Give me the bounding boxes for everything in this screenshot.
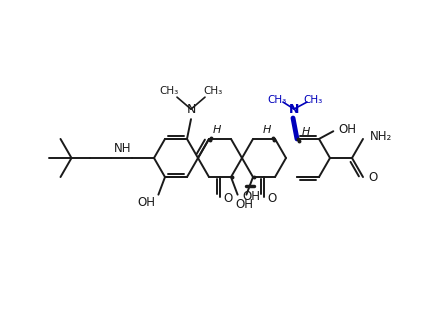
Text: CH₃: CH₃ bbox=[302, 95, 322, 105]
Text: OH: OH bbox=[242, 190, 260, 203]
Text: H: H bbox=[301, 127, 309, 137]
Text: H: H bbox=[212, 125, 220, 135]
Text: NH₂: NH₂ bbox=[369, 131, 391, 143]
Text: OH: OH bbox=[235, 198, 253, 211]
Text: CH₃: CH₃ bbox=[203, 86, 222, 96]
Text: N: N bbox=[186, 103, 195, 116]
Text: O: O bbox=[267, 192, 276, 205]
Text: CH₃: CH₃ bbox=[267, 95, 286, 105]
Text: CH₃: CH₃ bbox=[159, 86, 178, 96]
Text: H: H bbox=[262, 125, 270, 135]
Text: O: O bbox=[223, 192, 232, 205]
Text: N: N bbox=[288, 102, 299, 116]
Text: NH: NH bbox=[114, 141, 131, 155]
Text: O: O bbox=[368, 171, 377, 184]
Text: OH: OH bbox=[137, 196, 155, 209]
Text: OH: OH bbox=[338, 123, 355, 136]
